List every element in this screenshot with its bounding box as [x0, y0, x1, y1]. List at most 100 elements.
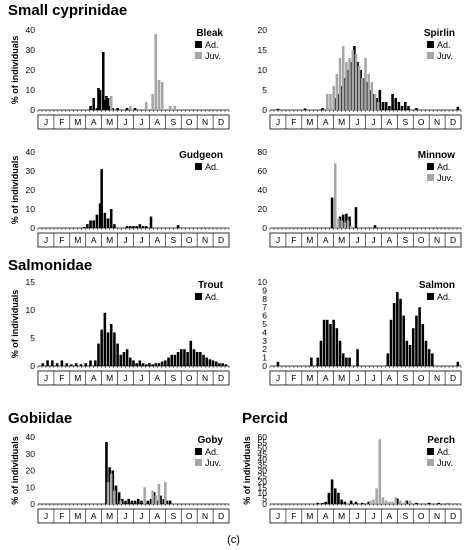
bar-adult: [105, 96, 108, 110]
y-tick-label: 20: [26, 185, 36, 195]
month-label: D: [450, 511, 456, 521]
month-label: O: [418, 373, 425, 383]
bar-juvenile: [346, 220, 350, 228]
bar-adult: [381, 102, 385, 110]
bar-juvenile: [151, 94, 154, 110]
month-label: M: [74, 117, 81, 127]
bar-juvenile: [143, 487, 146, 504]
bar-adult: [405, 340, 409, 366]
y-tick-label: 20: [258, 204, 268, 214]
bar-adult: [132, 360, 135, 366]
bar-adult: [148, 363, 151, 366]
bar-adult: [341, 353, 345, 366]
bar-adult: [135, 363, 138, 366]
bar-adult: [41, 363, 45, 366]
bar-adult: [338, 340, 342, 366]
y-tick-label: 10: [26, 85, 36, 95]
month-label: M: [338, 373, 345, 383]
bar-adult: [389, 319, 393, 366]
month-label: A: [91, 117, 97, 127]
bar-adult: [362, 78, 366, 110]
bar-adult: [411, 328, 415, 366]
bar-adult: [82, 227, 86, 228]
bar-adult: [74, 363, 78, 366]
y-tick-label: 15: [258, 45, 268, 55]
bar-adult: [113, 224, 116, 228]
bar-adult: [338, 216, 342, 228]
legend-swatch: [427, 52, 434, 59]
y-tick-label: 30: [26, 166, 36, 176]
bar-adult: [51, 360, 54, 366]
bar-adult: [407, 106, 410, 110]
bar-adult: [400, 106, 404, 110]
legend-swatch: [195, 163, 202, 170]
bar-adult: [205, 357, 209, 366]
bar-adult: [176, 225, 180, 228]
bar-adult: [365, 82, 369, 110]
bar-adult: [111, 108, 115, 110]
bar-adult: [168, 500, 172, 504]
month-label: A: [155, 511, 161, 521]
bar-adult: [154, 363, 158, 366]
month-label: J: [139, 117, 143, 127]
bar-juvenile: [357, 66, 361, 110]
bar-adult: [372, 94, 375, 110]
bar-juvenile: [341, 46, 345, 110]
y-axis-label: % of individuals: [10, 436, 20, 505]
bar-juvenile: [119, 500, 123, 504]
month-label: A: [387, 235, 393, 245]
y-tick-label: 10: [26, 305, 36, 315]
bar-adult: [124, 500, 127, 504]
y-tick-label: 60: [258, 166, 268, 176]
bar-adult: [340, 86, 343, 110]
bar-juvenile: [157, 80, 161, 110]
month-label: F: [59, 117, 64, 127]
y-tick-label: 0: [30, 499, 35, 509]
bar-adult: [456, 361, 460, 366]
y-tick-label: 2: [262, 344, 267, 354]
y-tick-label: 1: [262, 353, 267, 363]
bar-juvenile: [164, 482, 167, 504]
bar-adult: [394, 98, 398, 110]
bar-adult: [199, 352, 202, 366]
bar-juvenile: [394, 497, 398, 504]
bar-adult: [341, 214, 345, 228]
bar-juvenile: [144, 102, 148, 110]
month-label: M: [338, 235, 345, 245]
bar-adult: [114, 485, 118, 504]
month-label: S: [170, 117, 176, 127]
bar-juvenile: [381, 497, 385, 504]
bar-adult: [141, 363, 145, 366]
month-label: D: [450, 235, 456, 245]
bar-adult: [106, 332, 110, 366]
bar-adult: [179, 349, 183, 366]
month-label: O: [418, 117, 425, 127]
bar-adult: [326, 319, 329, 366]
month-label: F: [291, 511, 296, 521]
y-tick-label: 20: [26, 65, 36, 75]
month-label: N: [202, 235, 208, 245]
month-label: A: [155, 235, 161, 245]
bar-adult: [329, 324, 332, 366]
y-tick-label: 35: [258, 460, 268, 470]
bar-adult: [333, 98, 337, 110]
legend-swatch: [195, 52, 202, 59]
month-label: O: [186, 511, 193, 521]
month-label: J: [355, 373, 359, 383]
bar-juvenile: [376, 102, 380, 110]
legend-swatch: [195, 41, 202, 48]
month-label: J: [355, 511, 359, 521]
bar-adult: [404, 102, 407, 110]
bar-adult: [95, 214, 99, 228]
bar-juvenile: [168, 106, 172, 110]
bar-adult: [116, 108, 119, 110]
month-label: O: [186, 117, 193, 127]
month-label: F: [291, 235, 296, 245]
month-label: M: [338, 117, 345, 127]
bar-adult: [89, 360, 92, 366]
legend-label: Juv.: [437, 173, 453, 183]
month-label: N: [202, 117, 208, 127]
bar-adult: [218, 363, 221, 366]
